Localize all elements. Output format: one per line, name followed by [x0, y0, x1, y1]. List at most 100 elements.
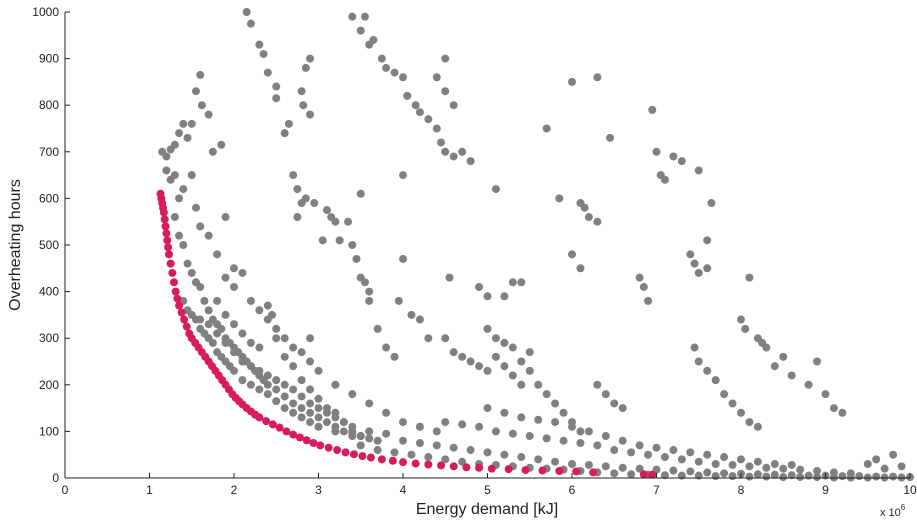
- solution-point: [741, 324, 750, 333]
- solution-point: [610, 446, 619, 455]
- solution-point: [272, 397, 281, 406]
- x-tick-label: 9: [822, 483, 829, 497]
- solution-point: [559, 436, 568, 445]
- solution-point: [601, 390, 610, 399]
- solution-point: [813, 467, 822, 476]
- solution-point: [525, 432, 534, 441]
- solution-point: [813, 357, 822, 366]
- pareto-point: [295, 433, 304, 442]
- solution-point: [449, 443, 458, 452]
- solution-point: [745, 462, 754, 471]
- solution-point: [441, 334, 450, 343]
- solution-point: [483, 292, 492, 301]
- solution-point: [170, 213, 179, 222]
- solution-point: [517, 278, 526, 287]
- y-tick-label: 200: [39, 378, 59, 392]
- solution-point: [280, 404, 289, 413]
- solution-point: [280, 352, 289, 361]
- pareto-point: [161, 222, 170, 231]
- solution-point: [306, 399, 315, 408]
- solution-point: [728, 472, 737, 481]
- solution-point: [221, 338, 230, 347]
- pareto-point: [366, 453, 375, 462]
- solution-point: [458, 352, 467, 361]
- x-tick-label: 2: [231, 483, 238, 497]
- solution-point: [377, 54, 386, 63]
- solution-point: [306, 110, 315, 119]
- solution-point: [196, 222, 205, 231]
- solution-point: [728, 399, 737, 408]
- solution-point: [415, 315, 424, 324]
- pareto-point: [268, 420, 277, 429]
- pareto-point: [163, 236, 172, 245]
- solution-point: [213, 329, 222, 338]
- solution-point: [458, 147, 467, 156]
- solution-point: [246, 296, 255, 305]
- y-tick-label: 600: [39, 191, 59, 205]
- solution-point: [534, 415, 543, 424]
- solution-point: [660, 175, 669, 184]
- solution-point: [584, 460, 593, 469]
- y-tick-label: 400: [39, 285, 59, 299]
- solution-point: [483, 366, 492, 375]
- solution-point: [175, 231, 184, 240]
- solution-point: [779, 464, 788, 473]
- pareto-point: [341, 448, 350, 457]
- solution-point: [737, 455, 745, 464]
- solution-point: [331, 427, 340, 436]
- solution-point: [525, 366, 534, 375]
- solution-point: [289, 362, 298, 371]
- pareto-point: [309, 439, 318, 448]
- solution-point: [297, 199, 306, 208]
- x-exponent-base: x 10: [880, 507, 901, 519]
- y-axis-title: Overheating hours: [7, 179, 24, 311]
- solution-point: [889, 450, 898, 459]
- solution-point: [491, 334, 500, 343]
- pareto-point: [377, 455, 386, 464]
- pareto-point: [170, 278, 179, 287]
- solution-point: [356, 189, 365, 198]
- solution-point: [635, 464, 644, 473]
- solution-point: [508, 429, 517, 438]
- solution-point: [542, 434, 551, 443]
- solution-point: [289, 171, 298, 180]
- solution-point: [162, 166, 171, 175]
- solution-point: [208, 338, 217, 347]
- solution-point: [415, 108, 424, 117]
- pareto-point: [487, 464, 496, 473]
- solution-point: [369, 35, 378, 44]
- solution-point: [204, 306, 213, 315]
- solution-point: [297, 413, 306, 422]
- solution-point: [306, 357, 315, 366]
- pareto-point: [521, 466, 530, 475]
- solution-point: [445, 273, 454, 282]
- pareto-point: [424, 460, 433, 469]
- solution-point: [272, 385, 281, 394]
- x-exponent-power: 6: [901, 503, 906, 512]
- solution-point: [500, 292, 509, 301]
- x-tick-label: 1: [146, 483, 153, 497]
- solution-point: [517, 380, 526, 389]
- solution-point: [322, 206, 331, 215]
- solution-point: [593, 217, 602, 226]
- pareto-point: [182, 322, 191, 331]
- solution-point: [606, 133, 615, 142]
- solution-point: [356, 26, 365, 35]
- pareto-point: [164, 243, 173, 252]
- solution-point: [187, 171, 196, 180]
- solution-point: [644, 296, 653, 305]
- solution-point: [690, 259, 699, 268]
- solution-point: [183, 259, 192, 268]
- solution-point: [314, 422, 323, 431]
- solution-point: [407, 310, 416, 319]
- solution-point: [289, 343, 298, 352]
- solution-point: [289, 385, 298, 394]
- solution-point: [813, 473, 822, 482]
- solution-point: [534, 380, 543, 389]
- solution-point: [855, 472, 864, 481]
- solution-point: [593, 73, 602, 82]
- solution-point: [403, 91, 412, 100]
- solution-point: [669, 152, 678, 161]
- solution-point: [175, 194, 184, 203]
- solution-point: [221, 213, 230, 222]
